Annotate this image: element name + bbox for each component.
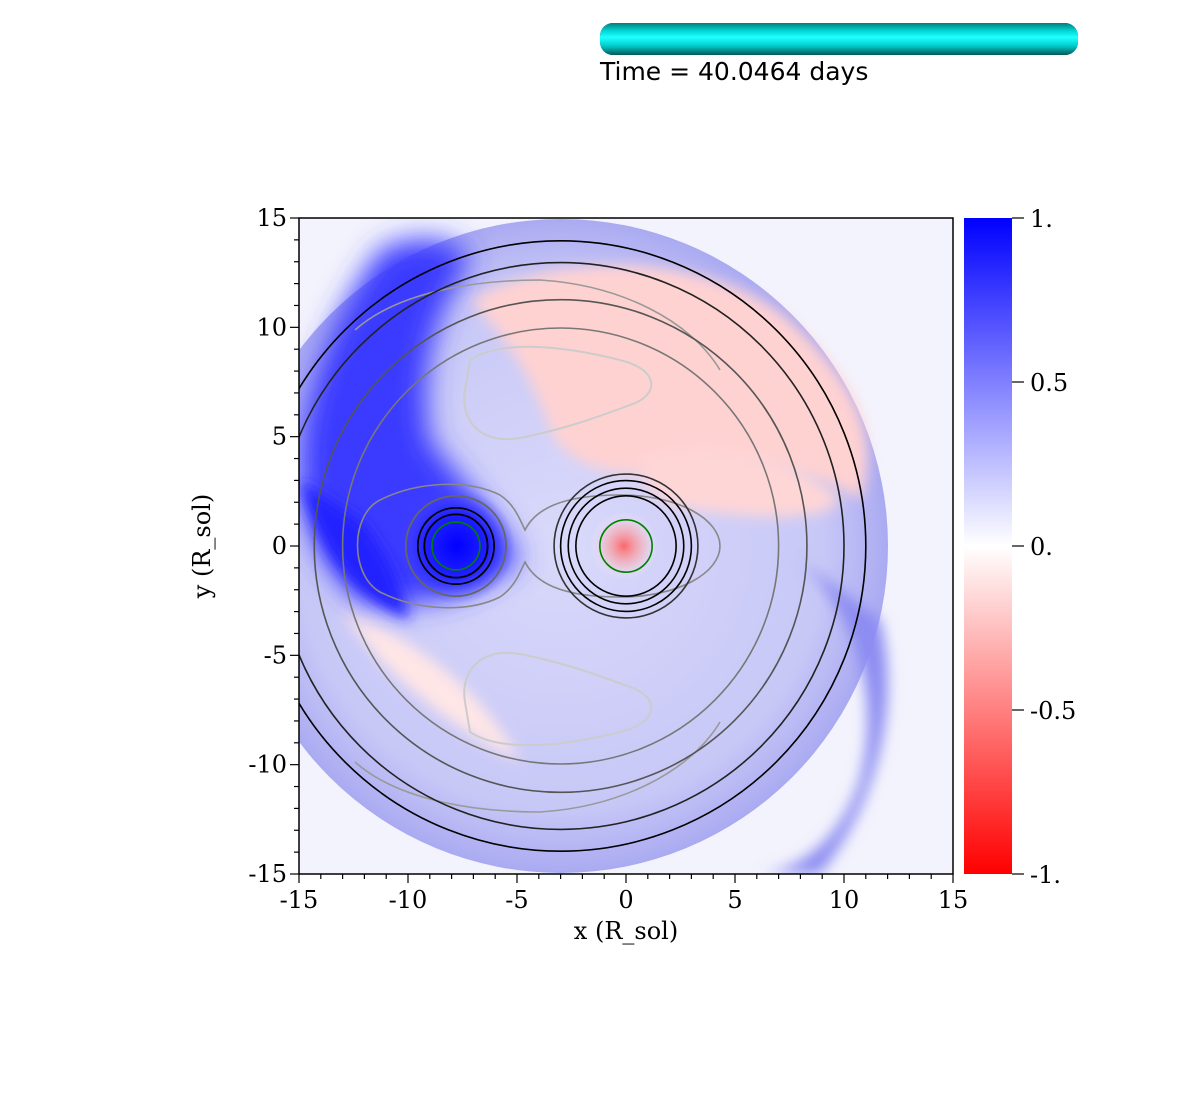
y-tick-label: -10: [248, 751, 287, 779]
velocity-field: [299, 218, 953, 874]
grey-arc-upper: [354, 279, 721, 371]
primary-contour-1: [416, 506, 496, 586]
companion-star-surface: [599, 519, 653, 573]
red-lobe-upper: [470, 265, 868, 500]
colorbar-tick-label: 0.5: [1030, 369, 1068, 397]
x-tick-label: 15: [938, 886, 969, 914]
primary-contour-0: [404, 494, 508, 598]
y-tick-label: -5: [264, 641, 287, 669]
y-axis-label: y (R_sol): [188, 494, 216, 599]
y-tick-label: 15: [256, 204, 287, 232]
colorbar-tick-label: -0.5: [1030, 697, 1076, 725]
colorbar: [964, 218, 1012, 874]
blue-band-right: [760, 560, 888, 874]
colorbar-ticks: 1. 0.5 0. -0.5 -1.: [1012, 205, 1076, 889]
colorbar-tick-label: -1.: [1030, 861, 1061, 889]
companion-contour-1: [559, 479, 693, 613]
x-tick-label: 0: [618, 886, 633, 914]
grey-arc-lower: [354, 721, 721, 813]
x-tick-label: 5: [727, 886, 742, 914]
x-tick-labels: -15 -10 -5 0 5 10 15: [280, 886, 969, 914]
outer-contour-0: [299, 240, 867, 852]
primary-glow: [399, 488, 515, 604]
y-tick-label: 0: [272, 532, 287, 560]
colorbar-tick-label: 0.: [1030, 533, 1053, 561]
red-streak-lower: [340, 610, 520, 760]
outer-contour-1: [299, 261, 845, 831]
x-tick-label: 10: [829, 886, 860, 914]
y-tick-label: 10: [256, 313, 287, 341]
x-tick-label: -5: [505, 886, 528, 914]
companion-contour-3: [575, 495, 677, 597]
companion-contour-0: [553, 473, 699, 619]
outer-contour-2: [313, 298, 808, 794]
time-bar-fill: [600, 23, 1078, 55]
outer-contour-3: [341, 327, 780, 765]
red-lobe-inner: [640, 450, 840, 517]
companion-contour-2: [567, 487, 685, 605]
roche-lobe-contour: [356, 483, 721, 609]
lagrange-lobe-lower: [463, 651, 653, 747]
colorbar-tick-label: 1.: [1030, 205, 1053, 233]
y-axis-ticks: [290, 217, 299, 875]
time-label: Time = 40.0464 days: [599, 57, 868, 86]
x-axis-ticks: [298, 874, 954, 883]
x-tick-label: -10: [389, 886, 428, 914]
x-tick-label: -15: [280, 886, 319, 914]
primary-contour-2: [423, 513, 489, 579]
blue-arm-tail: [300, 480, 410, 620]
y-tick-label: -15: [248, 860, 287, 888]
y-tick-labels: -15 -10 -5 0 5 10 15: [248, 204, 287, 888]
contour-lines: [299, 240, 867, 852]
x-axis-label: x (R_sol): [574, 917, 678, 945]
primary-star-surface: [431, 521, 481, 571]
lagrange-lobe-upper: [463, 345, 653, 441]
y-tick-label: 5: [272, 423, 287, 451]
